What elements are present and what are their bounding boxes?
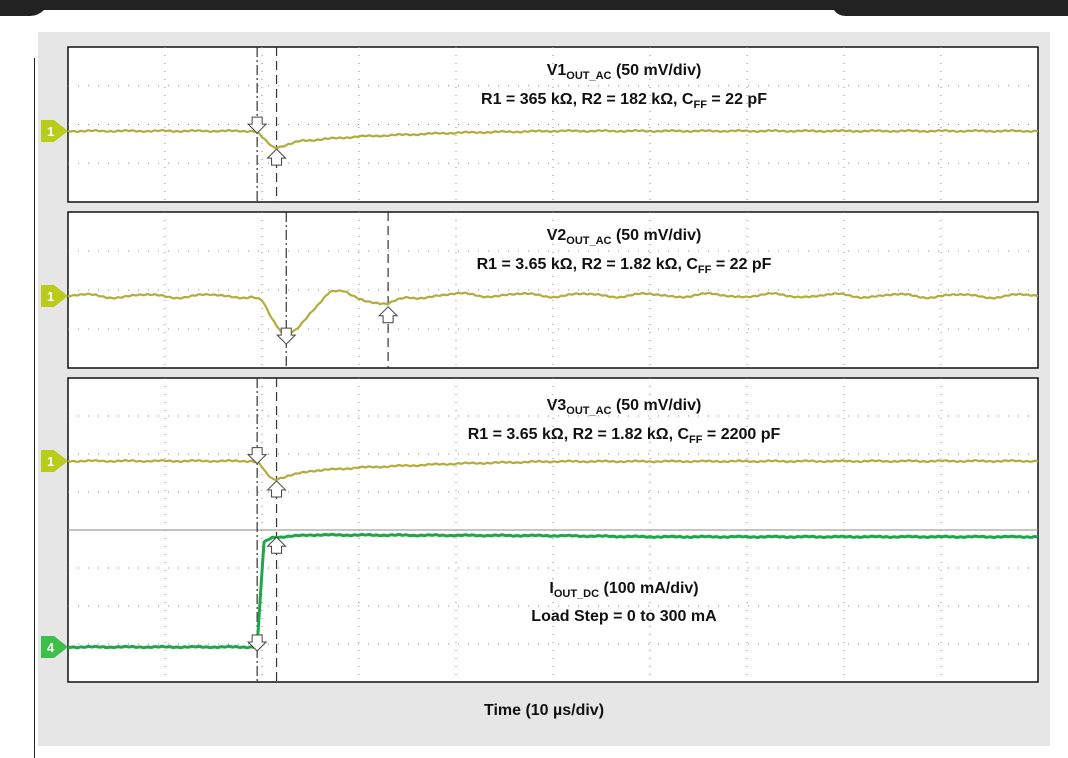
marker-shape xyxy=(41,636,68,658)
label-units: (50 mV/div) xyxy=(612,227,702,244)
trace-4 xyxy=(67,532,1039,650)
label-main: V3 xyxy=(547,397,567,414)
current-label-subscript: OUT_DC xyxy=(554,588,599,600)
component-r-values: R1 = 365 kΩ, R2 = 182 kΩ, C xyxy=(481,91,694,108)
component-values: R1 = 3.65 kΩ, R2 = 1.82 kΩ, CFF = 2200 p… xyxy=(468,426,781,446)
channel-1-marker: 1 xyxy=(41,450,68,472)
current-label: IOUT_DC (100 mA/div) xyxy=(549,580,698,600)
plot-panel-v1: V1OUT_AC (50 mV/div) R1 = 365 kΩ, R2 = 1… xyxy=(41,46,1039,203)
trace-1 xyxy=(67,128,1039,149)
left-rule xyxy=(34,58,35,758)
channel-1-marker-label: 1 xyxy=(47,289,54,304)
plot-panel-v2: V2OUT_AC (50 mV/div) R1 = 3.65 kΩ, R2 = … xyxy=(41,211,1039,369)
component-values: R1 = 3.65 kΩ, R2 = 1.82 kΩ, CFF = 22 pF xyxy=(477,256,772,276)
label-subscript: OUT_AC xyxy=(566,405,611,417)
channel-1-marker: 1 xyxy=(41,120,68,142)
load-step-label: Load Step = 0 to 300 mA xyxy=(531,608,717,625)
cursor-arrow-current-2 xyxy=(266,536,287,554)
cursor-arrow-2 xyxy=(377,306,399,324)
x-axis-label: Time (10 µs/div) xyxy=(483,702,605,719)
component-r-values: R1 = 3.65 kΩ, R2 = 1.82 kΩ, C xyxy=(477,256,699,273)
channel-4-marker-label: 4 xyxy=(47,640,55,655)
component-values: R1 = 365 kΩ, R2 = 182 kΩ, CFF = 22 pF xyxy=(481,91,767,111)
cursor-arrows xyxy=(246,447,287,652)
current-label-units: (100 mA/div) xyxy=(599,580,699,597)
component-cff-subscript: FF xyxy=(689,434,703,446)
marker-shape xyxy=(41,285,68,307)
top-bar xyxy=(0,0,1068,16)
panel-label: V2OUT_AC (50 mV/div) xyxy=(547,227,702,247)
grid xyxy=(68,378,1038,682)
label-main: V2 xyxy=(547,227,567,244)
component-cff-subscript: FF xyxy=(693,99,707,111)
traces xyxy=(67,458,1039,650)
trace-1 xyxy=(67,458,1039,481)
marker-shape xyxy=(41,450,68,472)
panel-label: V3OUT_AC (50 mV/div) xyxy=(547,397,702,417)
channel-1-marker-label: 1 xyxy=(47,124,54,139)
marker-shape xyxy=(41,120,68,142)
channel-1-marker: 1 xyxy=(41,285,68,307)
channel-4-marker: 4 xyxy=(41,636,68,658)
channel-1-marker-label: 1 xyxy=(47,454,54,469)
trace-1 xyxy=(67,289,1039,337)
component-cff-value: = 22 pF xyxy=(707,91,767,108)
plot-area xyxy=(67,211,1039,369)
cursor-arrow-1 xyxy=(276,327,297,345)
label-subscript: OUT_AC xyxy=(566,235,611,247)
label-units: (50 mV/div) xyxy=(612,62,702,79)
label-subscript: OUT_AC xyxy=(566,70,611,82)
panel-label: V1OUT_AC (50 mV/div) xyxy=(547,62,702,82)
current-label-main: I xyxy=(549,580,553,597)
plot-area xyxy=(67,46,1039,203)
cursor-arrow-current-1 xyxy=(246,634,268,652)
plot-panel-v3: V3OUT_AC (50 mV/div) R1 = 3.65 kΩ, R2 = … xyxy=(41,377,1039,683)
cursor-arrow-1 xyxy=(246,116,268,134)
component-cff-subscript: FF xyxy=(698,264,712,276)
cursor-arrow-1 xyxy=(246,447,268,465)
cursor-arrow-2 xyxy=(266,148,287,166)
component-r-values: R1 = 3.65 kΩ, R2 = 1.82 kΩ, C xyxy=(468,426,690,443)
traces xyxy=(67,128,1039,149)
cursor-arrows xyxy=(246,116,287,166)
cursor-arrow-2 xyxy=(266,480,287,498)
component-cff-value: = 22 pF xyxy=(711,256,771,273)
label-units: (50 mV/div) xyxy=(612,397,702,414)
label-main: V1 xyxy=(547,62,567,79)
component-cff-value: = 2200 pF xyxy=(702,426,780,443)
cursor-arrows xyxy=(276,306,399,345)
traces xyxy=(67,289,1039,337)
